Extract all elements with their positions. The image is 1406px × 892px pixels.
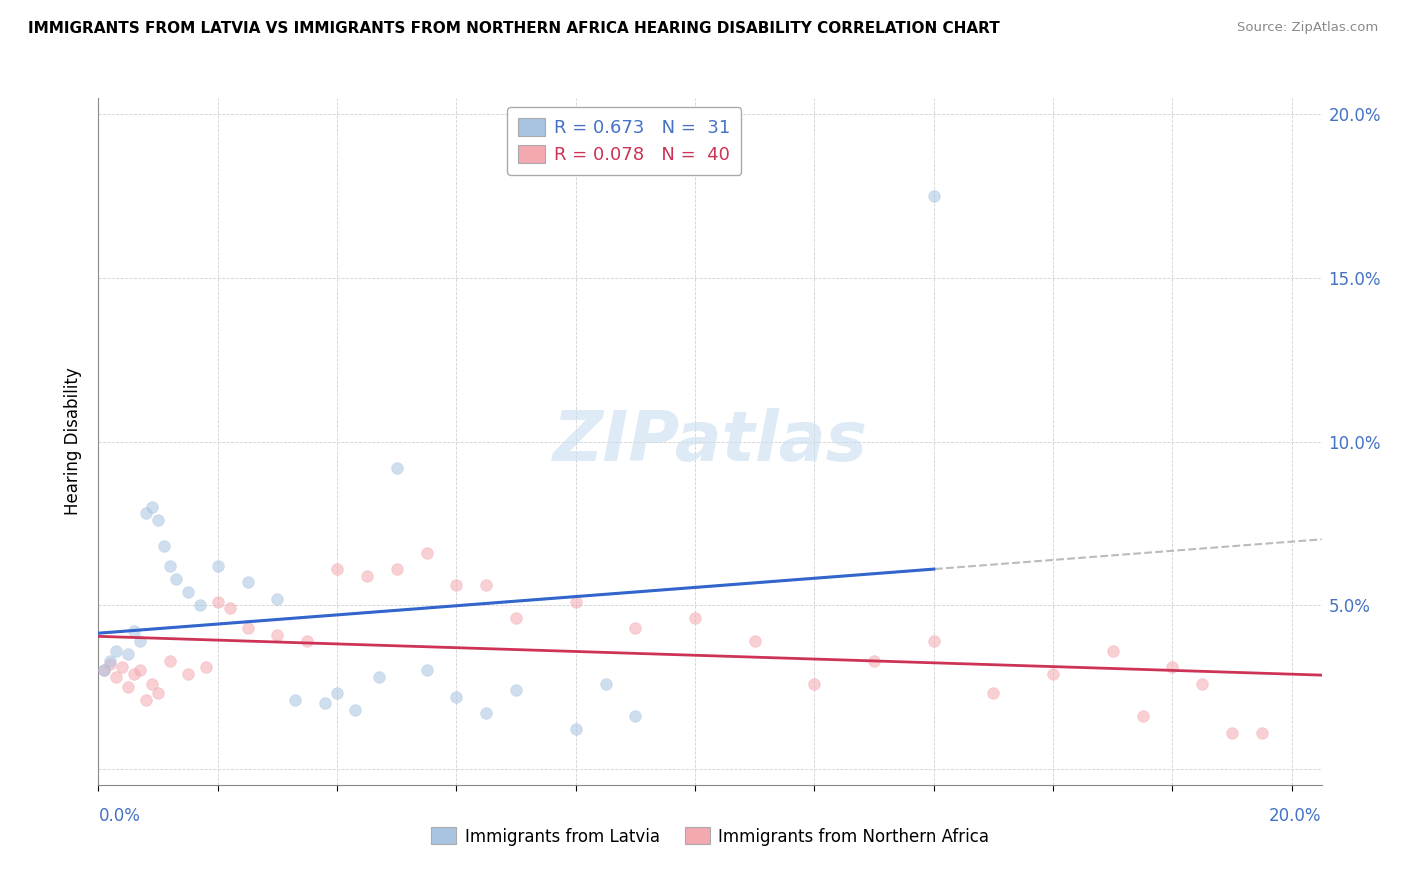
- Point: [803, 676, 825, 690]
- Point: [218, 601, 240, 615]
- Point: [744, 634, 766, 648]
- Point: [266, 627, 288, 641]
- Point: [385, 562, 408, 576]
- Point: [236, 575, 259, 590]
- Point: [177, 666, 200, 681]
- Point: [129, 664, 152, 678]
- Point: [983, 686, 1005, 700]
- Point: [446, 690, 468, 704]
- Point: [1161, 660, 1184, 674]
- Point: [135, 693, 157, 707]
- Point: [105, 644, 128, 658]
- Point: [314, 696, 336, 710]
- Point: [117, 647, 139, 661]
- Point: [343, 703, 366, 717]
- Point: [505, 611, 527, 625]
- Point: [1220, 725, 1243, 739]
- Point: [236, 621, 259, 635]
- Point: [1251, 725, 1274, 739]
- Point: [194, 660, 217, 674]
- Point: [565, 595, 588, 609]
- Point: [93, 664, 115, 678]
- Point: [415, 664, 437, 678]
- Point: [1042, 666, 1064, 681]
- Point: [207, 558, 229, 573]
- Point: [922, 189, 945, 203]
- Point: [446, 578, 468, 592]
- Point: [624, 709, 647, 723]
- Point: [117, 680, 139, 694]
- Point: [326, 562, 349, 576]
- Point: [146, 686, 169, 700]
- Point: [98, 657, 121, 671]
- Point: [505, 683, 527, 698]
- Text: 0.0%: 0.0%: [98, 807, 141, 825]
- Point: [129, 634, 152, 648]
- Point: [385, 460, 408, 475]
- Point: [475, 578, 498, 592]
- Point: [266, 591, 288, 606]
- Point: [122, 624, 145, 639]
- Point: [367, 670, 389, 684]
- Text: Source: ZipAtlas.com: Source: ZipAtlas.com: [1237, 21, 1378, 34]
- Point: [595, 676, 617, 690]
- Point: [177, 585, 200, 599]
- Point: [284, 693, 307, 707]
- Point: [188, 598, 211, 612]
- Point: [93, 664, 115, 678]
- Text: ZIPatlas: ZIPatlas: [553, 408, 868, 475]
- Point: [141, 676, 163, 690]
- Point: [105, 670, 128, 684]
- Point: [326, 686, 349, 700]
- Point: [159, 654, 181, 668]
- Point: [153, 539, 176, 553]
- Text: 20.0%: 20.0%: [1270, 807, 1322, 825]
- Point: [146, 513, 169, 527]
- Point: [98, 654, 121, 668]
- Point: [863, 654, 886, 668]
- Point: [1191, 676, 1213, 690]
- Point: [111, 660, 134, 674]
- Point: [297, 634, 319, 648]
- Point: [207, 595, 229, 609]
- Point: [165, 572, 187, 586]
- Y-axis label: Hearing Disability: Hearing Disability: [65, 368, 83, 516]
- Point: [1101, 644, 1123, 658]
- Point: [565, 723, 588, 737]
- Point: [683, 611, 706, 625]
- Point: [122, 666, 145, 681]
- Point: [159, 558, 181, 573]
- Point: [624, 621, 647, 635]
- Point: [356, 568, 378, 582]
- Legend: Immigrants from Latvia, Immigrants from Northern Africa: Immigrants from Latvia, Immigrants from …: [425, 821, 995, 852]
- Point: [141, 500, 163, 514]
- Point: [475, 706, 498, 720]
- Point: [922, 634, 945, 648]
- Text: IMMIGRANTS FROM LATVIA VS IMMIGRANTS FROM NORTHERN AFRICA HEARING DISABILITY COR: IMMIGRANTS FROM LATVIA VS IMMIGRANTS FRO…: [28, 21, 1000, 36]
- Point: [415, 546, 437, 560]
- Point: [135, 507, 157, 521]
- Point: [1132, 709, 1154, 723]
